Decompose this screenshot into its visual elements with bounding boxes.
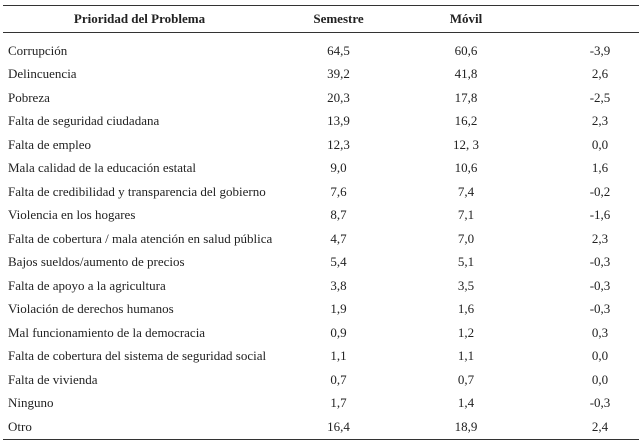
problem-cell: Mala calidad de la educación estatal (8, 160, 197, 176)
table-row: Falta de cobertura del sistema de seguri… (3, 345, 639, 369)
value-cell: -0,3 (589, 254, 611, 270)
value-cell: 0,7 (330, 371, 347, 387)
problem-cell: Falta de cobertura / mala atención en sa… (8, 230, 273, 246)
value-cell: 20,3 (327, 89, 350, 105)
table-row: Falta de credibilidad y transparencia de… (3, 180, 639, 204)
value-cell: 8,7 (330, 207, 347, 223)
value-cell: 5,4 (330, 254, 347, 270)
table-row: Otro 16,4 18,9 2,4 (3, 415, 639, 440)
table-row: Falta de empleo 12,3 12, 3 0,0 (3, 133, 639, 157)
problem-cell: Violación de derechos humanos (8, 301, 174, 317)
value-cell: 1,7 (330, 395, 347, 411)
problem-cell: Otro (3, 415, 276, 440)
value-cell: -0,3 (589, 395, 611, 411)
problem-cell: Mal funcionamiento de la democracia (8, 324, 206, 340)
value-cell: 0,0 (591, 371, 609, 387)
problem-cell: Falta de vivienda (8, 371, 98, 387)
problem-cell: Falta de credibilidad y transparencia de… (8, 183, 266, 199)
header-cell: Prioridad del Problema (3, 5, 276, 33)
value-cell: -3,9 (589, 42, 611, 58)
problem-cell: Corrupción (8, 42, 68, 58)
value-cell: 0,0 (591, 348, 609, 364)
table-row: Bajos sueldos/aumento de precios 5,4 5,1 -0… (3, 251, 639, 275)
value-cell: 1,6 (457, 301, 475, 317)
value-cell: 39,2 (327, 66, 350, 82)
table-header: Prioridad del Problema Semestre Móvil (3, 5, 639, 33)
problem-cell: Falta de cobertura del sistema de seguri… (8, 348, 267, 364)
value-cell: 1,1 (457, 348, 475, 364)
value-cell: 5,1 (457, 254, 475, 270)
value-cell: 10,6 (454, 160, 478, 176)
value-cell: 64,5 (327, 42, 350, 58)
value-cell: 4,7 (330, 230, 347, 246)
value-cell: 7,4 (457, 183, 475, 199)
table-row: Corrupción 64,5 60,6 -3,9 (3, 33, 639, 63)
value-cell: 12, 3 (453, 136, 479, 152)
value-cell: 2,3 (591, 230, 609, 246)
value-cell: 12,3 (327, 136, 350, 152)
value-cell: 1,4 (457, 395, 475, 411)
value-cell: 7,0 (457, 230, 475, 246)
value-cell: 0,0 (591, 136, 609, 152)
header-cell: Semestre (276, 5, 401, 33)
value-cell: 13,9 (327, 113, 350, 129)
value-cell: 3,8 (330, 277, 347, 293)
table-row: Ninguno 1,7 1,4 -0,3 (3, 392, 639, 416)
value-cell: 3,5 (457, 277, 475, 293)
value-cell: 1,6 (591, 160, 609, 176)
problem-cell: Delincuencia (8, 66, 77, 82)
table-row: Falta de apoyo a la agricultura 3,8 3,5 -0,… (3, 274, 639, 298)
value-cell: -1,6 (589, 207, 611, 223)
table-row: Mal funcionamiento de la democracia 0,9 1,… (3, 321, 639, 345)
value-cell: -2,5 (589, 89, 611, 105)
value-cell: -0,3 (589, 301, 611, 317)
table-row: Falta de cobertura / mala atención en sa… (3, 227, 639, 251)
value-cell: 18,9 (401, 415, 531, 440)
problem-cell: Pobreza (8, 89, 50, 105)
value-cell: 0,3 (591, 324, 609, 340)
value-cell: 17,8 (454, 89, 478, 105)
value-cell: 16,4 (276, 415, 401, 440)
table-row: Pobreza 20,3 17,8 -2,5 (3, 86, 639, 110)
value-cell: 9,0 (330, 160, 347, 176)
value-cell: 1,2 (457, 324, 475, 340)
priority-table: Prioridad del Problema Semestre Móvil Co… (3, 5, 639, 440)
table-row: Falta de seguridad ciudadana 13,9 16,2 2,3 (3, 110, 639, 134)
value-cell: 0,9 (330, 324, 347, 340)
value-cell: 41,8 (454, 66, 478, 82)
table-row: Falta de vivienda 0,7 0,7 0,0 (3, 368, 639, 392)
table-row: Delincuencia 39,2 41,8 2,6 (3, 63, 639, 87)
header-cell (531, 5, 639, 33)
problem-cell: Falta de seguridad ciudadana (8, 113, 160, 129)
problem-cell: Bajos sueldos/aumento de precios (8, 254, 185, 270)
problem-cell: Falta de empleo (8, 136, 92, 152)
header-row: Prioridad del Problema Semestre Móvil (3, 5, 639, 33)
value-cell: -0,3 (589, 277, 611, 293)
value-cell: 16,2 (454, 113, 478, 129)
value-cell: 1,9 (330, 301, 347, 317)
value-cell: 7,6 (330, 183, 347, 199)
problem-cell: Ninguno (8, 395, 54, 411)
table-row: Violación de derechos humanos 1,9 1,6 -0,3 (3, 298, 639, 322)
table-row: Violencia en los hogares 8,7 7,1 -1,6 (3, 204, 639, 228)
value-cell: 2,6 (591, 66, 609, 82)
header-cell: Móvil (401, 5, 531, 33)
table-body: Corrupción 64,5 60,6 -3,9 Delincuencia 39,2 41… (3, 33, 639, 440)
value-cell: 60,6 (454, 42, 478, 58)
table-row: Mala calidad de la educación estatal 9,0 1… (3, 157, 639, 181)
value-cell: 2,4 (531, 415, 639, 440)
value-cell: 7,1 (457, 207, 475, 223)
value-cell: 0,7 (457, 371, 475, 387)
problem-cell: Violencia en los hogares (8, 207, 136, 223)
problem-cell: Falta de apoyo a la agricultura (8, 277, 166, 293)
value-cell: 2,3 (591, 113, 609, 129)
value-cell: -0,2 (589, 183, 611, 199)
value-cell: 1,1 (330, 348, 347, 364)
